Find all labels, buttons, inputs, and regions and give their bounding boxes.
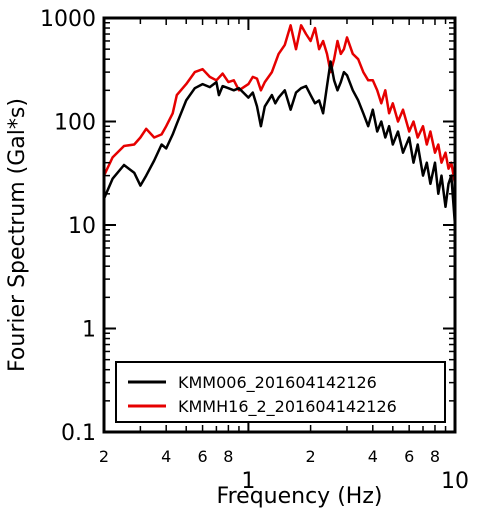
x-minor-tick-label-4: 2	[306, 447, 316, 466]
x-major-tick-label-1: 10	[441, 469, 469, 494]
x-minor-tick-label-1: 4	[161, 447, 171, 466]
y-tick-label-2: 10	[68, 214, 96, 239]
series-line-1	[102, 24, 457, 185]
x-minor-tick-label-2: 6	[197, 447, 207, 466]
legend-label-kmm006: KMM006_201604142126	[178, 373, 377, 393]
x-minor-tick-label-3: 8	[223, 447, 233, 466]
y-tick-label-3: 100	[54, 111, 96, 136]
x-minor-tick-label-7: 8	[430, 447, 440, 466]
y-axis-label: Fourier Spectrum (Gal*s)	[5, 98, 30, 372]
y-tick-label-1: 1	[82, 318, 96, 343]
x-major-tick-label-0: 1	[241, 469, 255, 494]
x-minor-tick-label-5: 4	[368, 447, 378, 466]
legend-box	[115, 361, 446, 423]
y-tick-label-4: 1000	[40, 7, 96, 32]
x-minor-tick-label-0: 2	[99, 447, 109, 466]
legend: KMM006_201604142126 KMMH16_2_20160414212…	[115, 361, 446, 423]
series-line-0	[102, 60, 457, 226]
series-layer	[102, 24, 457, 226]
y-tick-label-0: 0.1	[61, 421, 96, 446]
x-axis-label: Frequency (Hz)	[217, 484, 383, 509]
x-minor-tick-label-6: 6	[404, 447, 414, 466]
legend-label-kmmh16: KMMH16_2_201604142126	[178, 397, 397, 417]
